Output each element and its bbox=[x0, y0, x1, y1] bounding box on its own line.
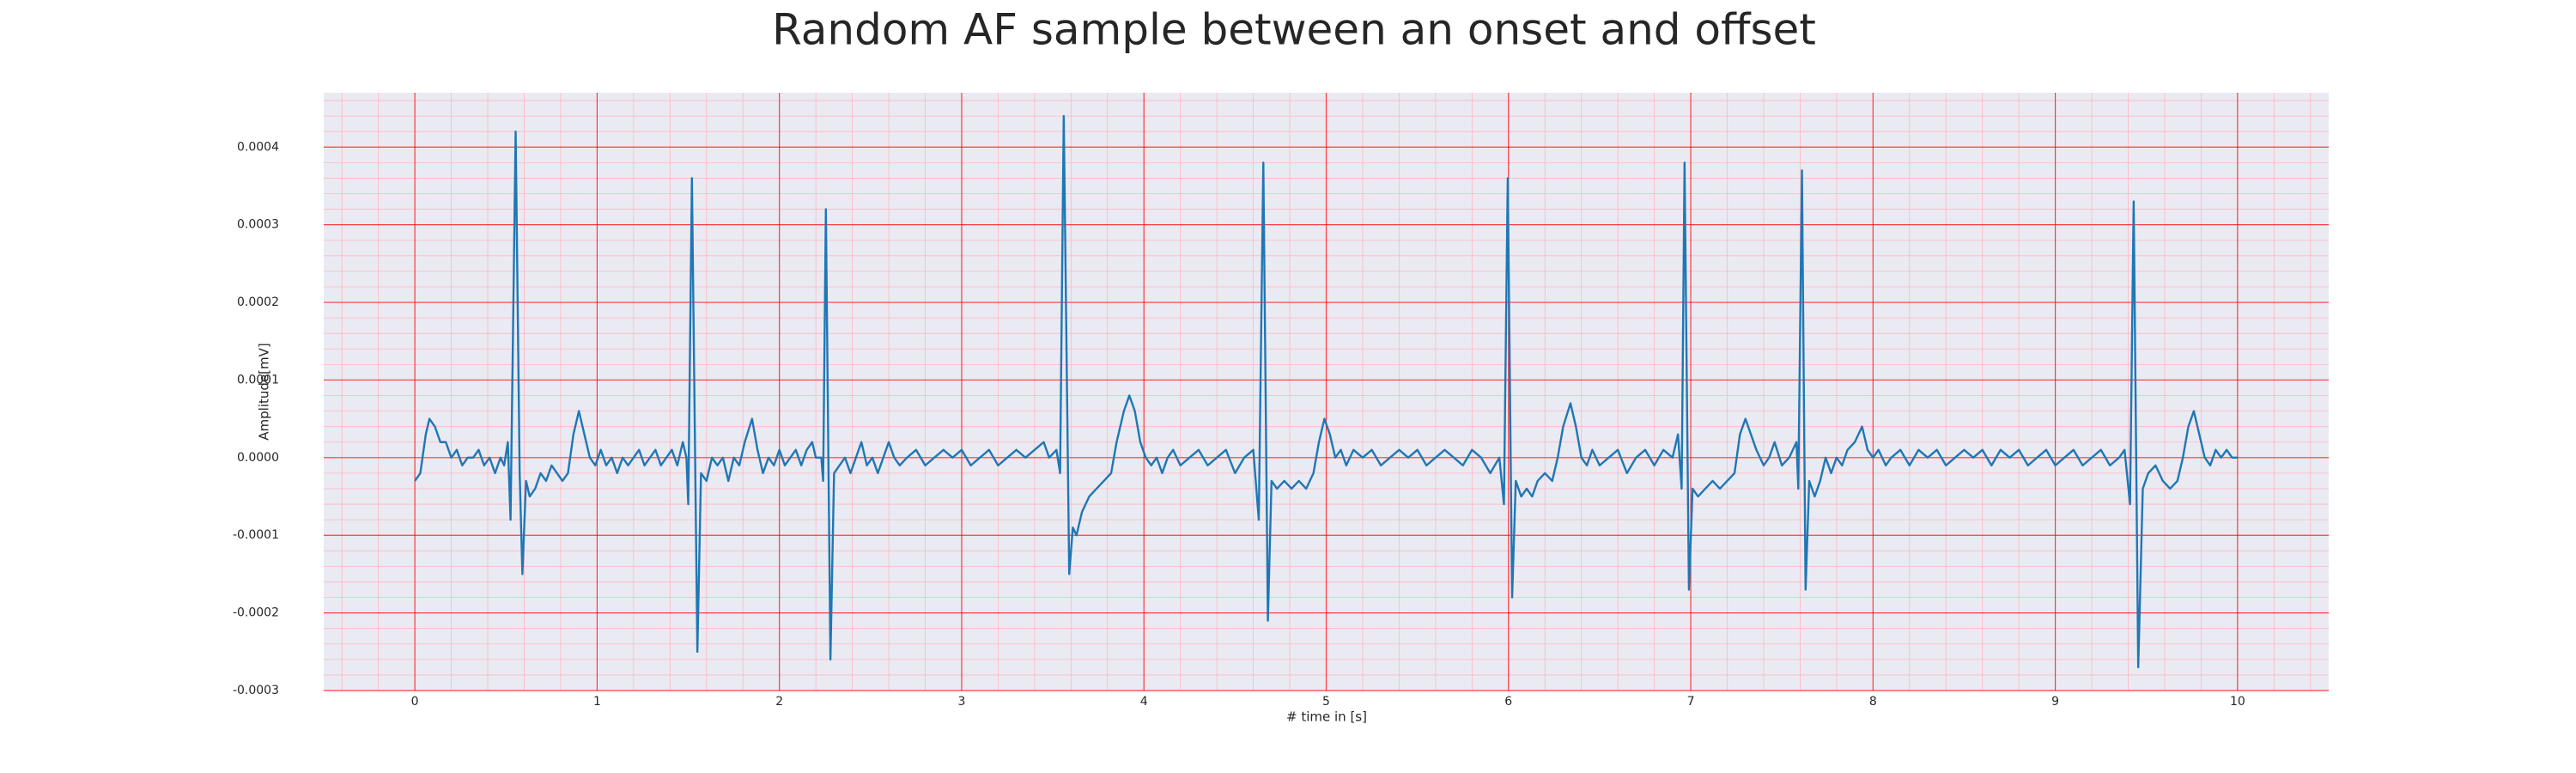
y-tick-label: -0.0003 bbox=[233, 684, 279, 697]
x-tick-label: 4 bbox=[1140, 695, 1148, 709]
x-tick-label: 2 bbox=[775, 695, 783, 709]
x-tick-label: 0 bbox=[411, 695, 419, 709]
y-tick-label: 0.0003 bbox=[237, 218, 279, 232]
chart-title: Random AF sample between an onset and of… bbox=[772, 5, 1816, 55]
x-tick-label: 10 bbox=[2230, 695, 2245, 709]
x-tick-label: 8 bbox=[1869, 695, 1877, 709]
y-axis-label: Amplitude[mV] bbox=[257, 343, 272, 440]
ticks: 0 1 2 3 4 5 6 7 8 9 10 -0.0003 -0.0002 -0.0001 0.0000 0… bbox=[233, 140, 2245, 709]
y-tick-label: -0.0001 bbox=[233, 528, 279, 542]
x-tick-label: 3 bbox=[957, 695, 965, 709]
x-axis-label: # time in [s] bbox=[1286, 709, 1367, 725]
y-tick-label: 0.0004 bbox=[237, 140, 279, 154]
x-tick-label: 5 bbox=[1322, 695, 1330, 709]
x-tick-label: 6 bbox=[1504, 695, 1512, 709]
y-tick-label: 0.0002 bbox=[237, 295, 279, 309]
y-tick-label: 0.0001 bbox=[237, 373, 279, 386]
y-tick-label: -0.0002 bbox=[233, 606, 279, 620]
x-tick-label: 9 bbox=[2051, 695, 2059, 709]
x-tick-label: 7 bbox=[1687, 695, 1695, 709]
y-tick-label: 0.0000 bbox=[237, 451, 279, 465]
marks bbox=[414, 114, 2238, 669]
series-line bbox=[414, 114, 2238, 669]
x-tick-label: 1 bbox=[593, 695, 601, 709]
